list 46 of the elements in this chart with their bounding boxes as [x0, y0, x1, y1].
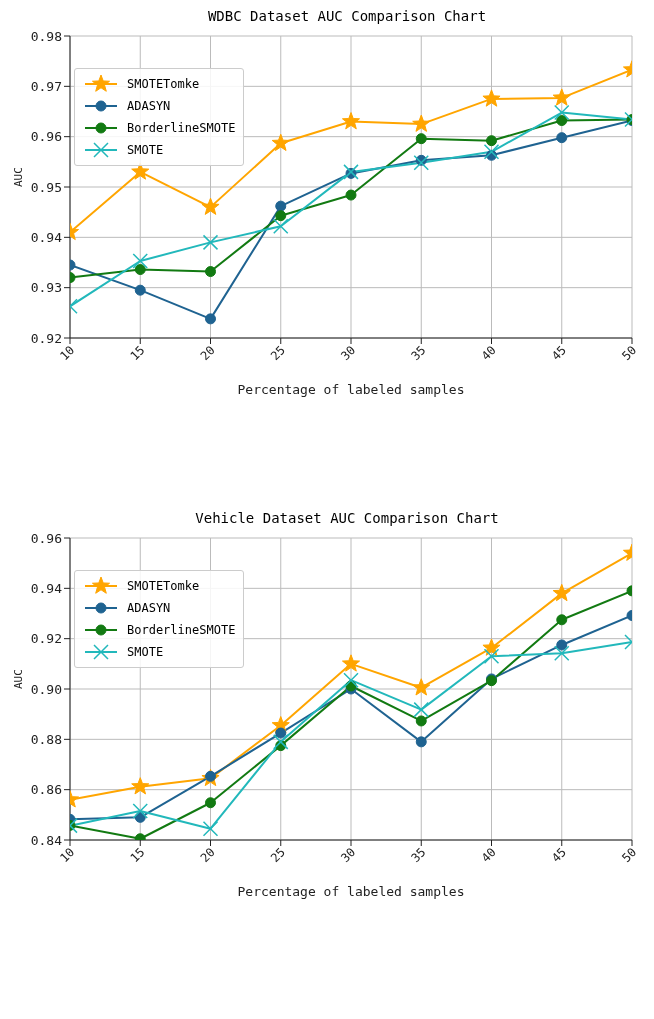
x-tick-label: 15 — [127, 845, 148, 866]
x-tick-label: 30 — [338, 343, 359, 364]
legend-label: ADASYN — [127, 601, 171, 615]
x-tick-label: 20 — [197, 343, 218, 364]
x-tick-label: 25 — [267, 343, 288, 364]
x-tick-label: 50 — [619, 343, 640, 364]
y-tick-label: 0.95 — [30, 179, 62, 195]
y-axis-title: AUC — [11, 669, 25, 689]
x-tick-label: 30 — [338, 845, 359, 866]
x-axis-title: Percentage of labeled samples — [237, 884, 465, 899]
x-tick-label: 40 — [478, 845, 499, 866]
y-tick-label: 0.94 — [30, 580, 63, 596]
y-tick-label: 0.84 — [30, 832, 63, 848]
y-tick-label: 0.96 — [30, 129, 62, 145]
legend-label: BorderlineSMOTE — [127, 121, 236, 135]
y-tick-label: 0.90 — [30, 681, 62, 697]
x-tick-label: 40 — [478, 343, 499, 364]
y-axis-title: AUC — [11, 167, 25, 187]
x-axis-title: Percentage of labeled samples — [237, 382, 465, 397]
y-tick-label: 0.97 — [30, 78, 62, 94]
y-tick-label: 0.98 — [30, 28, 62, 44]
x-tick-label: 35 — [408, 343, 429, 364]
y-tick-label: 0.92 — [30, 330, 62, 346]
x-tick-label: 10 — [57, 845, 78, 866]
legend-label: SMOTETomke — [127, 77, 200, 91]
x-tick-label: 35 — [408, 845, 429, 866]
y-tick-label: 0.86 — [30, 782, 62, 798]
y-tick-label: 0.93 — [30, 280, 62, 296]
y-tick-label: 0.88 — [30, 731, 62, 747]
y-tick-label: 0.92 — [30, 631, 62, 647]
x-tick-label: 45 — [548, 845, 569, 866]
legend-label: SMOTE — [127, 645, 164, 659]
x-tick-label: 25 — [267, 845, 288, 866]
chart-title: Vehicle Dataset AUC Comparison Chart — [194, 510, 500, 528]
legend-label: BorderlineSMOTE — [127, 623, 236, 637]
legend-label: SMOTE — [127, 143, 164, 157]
legend-label: ADASYN — [127, 99, 171, 113]
x-tick-label: 20 — [197, 845, 218, 866]
y-tick-label: 0.94 — [30, 229, 63, 245]
x-tick-label: 15 — [127, 343, 148, 364]
chart-title: WDBC Dataset AUC Comparison Chart — [206, 8, 488, 26]
y-tick-label: 0.96 — [30, 530, 62, 546]
x-tick-label: 10 — [57, 343, 78, 364]
x-tick-label: 45 — [548, 343, 569, 364]
legend-label: SMOTETomke — [127, 579, 200, 593]
x-tick-label: 50 — [619, 845, 640, 866]
